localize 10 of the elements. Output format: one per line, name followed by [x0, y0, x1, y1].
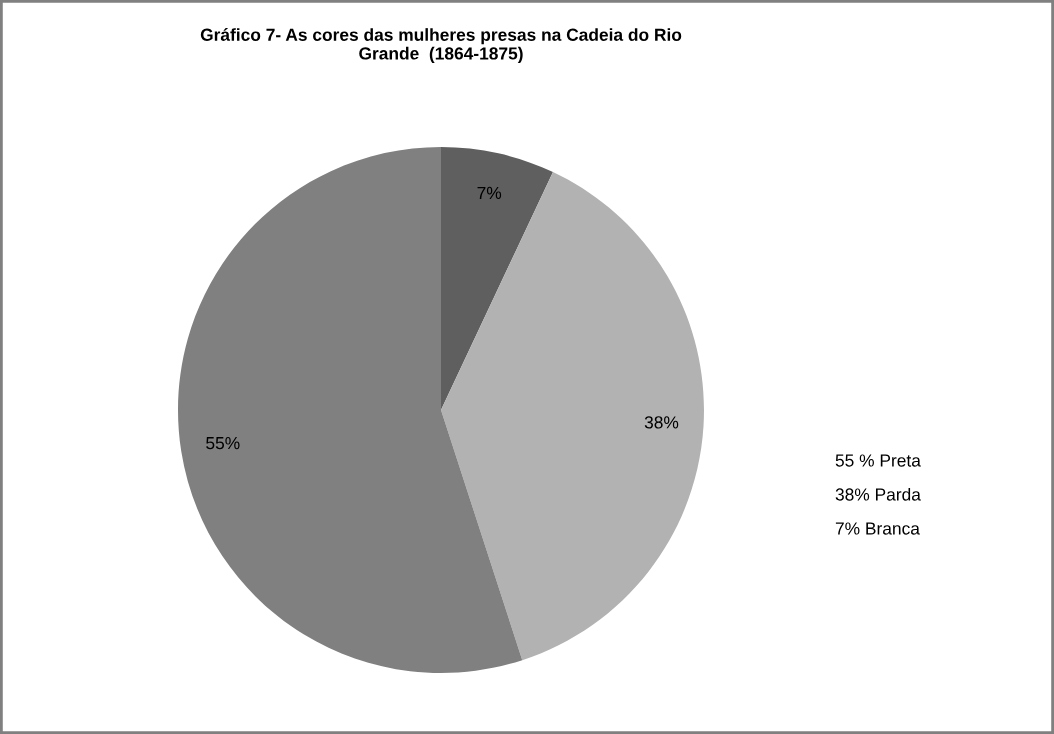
pie-slice [178, 147, 523, 673]
chart-title: Gráfico 7- As cores das mulheres presas na Cadeia do Rio Grande (1864-1875) [200, 28, 682, 64]
text: 38% Parda [835, 487, 921, 501]
data-label: 55% [206, 437, 240, 450]
data-label: 7% [477, 186, 502, 199]
text: 55 % Preta [835, 454, 921, 467]
data-label: 38% [644, 416, 679, 429]
text: 7% Branca [835, 522, 920, 535]
pie-slice [441, 147, 553, 410]
pie-slice [441, 172, 704, 661]
